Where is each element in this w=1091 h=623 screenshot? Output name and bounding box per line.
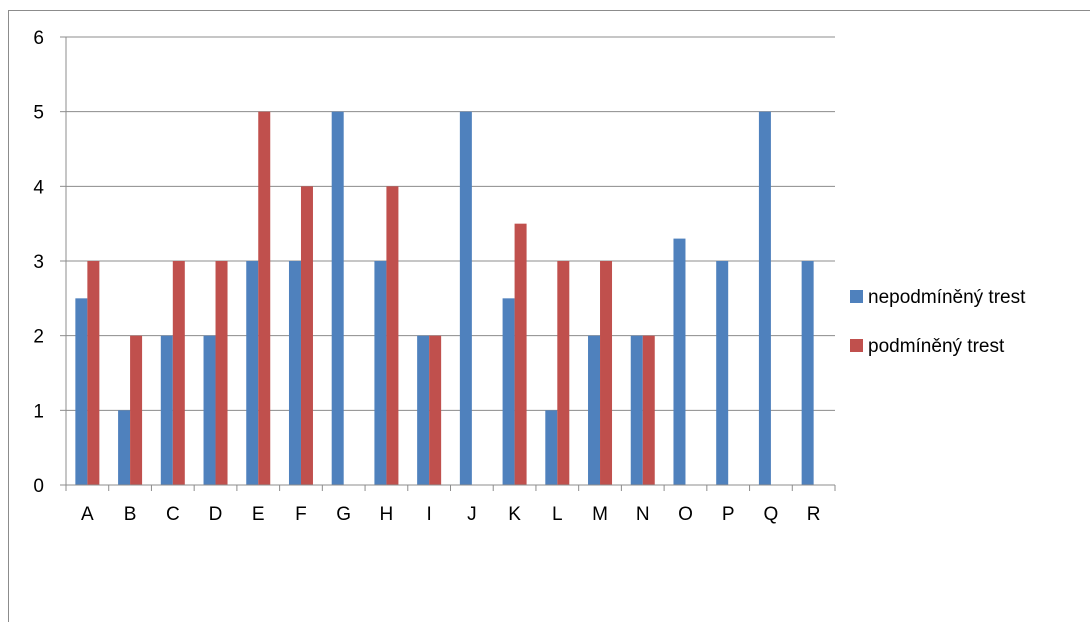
x-axis-ticks: A B C D E F G H I J K L M N O P Q R: [65, 485, 836, 525]
x-tick-label-J: J: [467, 504, 477, 525]
bar-podmineny-M: [600, 261, 613, 485]
bar-podmineny-I: [429, 335, 442, 485]
legend-swatch-nepodmineny: [850, 290, 863, 303]
x-tick-label-G: G: [336, 504, 351, 525]
x-tick-label-R: R: [807, 504, 821, 525]
bar-nepodmineny-C: [160, 335, 173, 485]
bar-nepodmineny-G: [331, 111, 344, 486]
bar-nepodmineny-L: [545, 410, 558, 485]
bar-podmineny-H: [386, 186, 399, 486]
x-tick-label-L: L: [552, 504, 563, 525]
chart-frame: [8, 10, 1090, 622]
bar-nepodmineny-P: [716, 261, 729, 485]
bar-nepodmineny-F: [288, 261, 301, 485]
bar-nepodmineny-Q: [758, 111, 771, 486]
y-axis-ticks: 0 1 2 3 4 5 6: [33, 28, 66, 497]
bar-nepodmineny-N: [630, 335, 643, 485]
bar-nepodmineny-K: [502, 298, 515, 485]
x-tick-label-Q: Q: [764, 504, 779, 525]
legend-label-nepodmineny: nepodmíněný trest: [868, 287, 1026, 308]
bar-podmineny-A: [87, 261, 100, 485]
bar-podmineny-D: [215, 261, 228, 485]
x-tick-label-P: P: [722, 504, 735, 525]
bar-nepodmineny-A: [75, 298, 88, 485]
y-tick-label: 6: [33, 28, 44, 49]
x-tick-label-C: C: [166, 504, 180, 525]
bar-nepodmineny-E: [246, 261, 259, 485]
bar-podmineny-C: [172, 261, 185, 485]
bar-nepodmineny-J: [459, 111, 472, 486]
bar-nepodmineny-O: [673, 238, 686, 485]
bar-nepodmineny-R: [801, 261, 814, 485]
x-tick-label-B: B: [124, 504, 137, 525]
bar-podmineny-B: [130, 335, 143, 485]
y-tick-label: 0: [33, 476, 44, 497]
x-tick-label-K: K: [508, 504, 521, 525]
bars: [75, 111, 814, 486]
y-tick-label: 2: [33, 327, 44, 348]
bar-nepodmineny-H: [374, 261, 387, 485]
bar-podmineny-F: [300, 186, 313, 486]
y-tick-label: 5: [33, 103, 44, 124]
y-tick-label: 1: [33, 401, 44, 422]
x-tick-label-A: A: [81, 504, 94, 525]
bar-podmineny-L: [557, 261, 570, 485]
x-tick-label-M: M: [592, 504, 608, 525]
x-tick-label-D: D: [209, 504, 223, 525]
bar-nepodmineny-I: [417, 335, 430, 485]
legend-label-podmineny: podmíněný trest: [868, 336, 1005, 357]
bar-podmineny-N: [642, 335, 655, 485]
bar-nepodmineny-M: [588, 335, 601, 485]
y-tick-label: 4: [33, 177, 44, 198]
y-tick-label: 3: [33, 252, 44, 273]
x-tick-label-O: O: [678, 504, 693, 525]
bar-podmineny-E: [258, 111, 271, 486]
x-tick-label-N: N: [636, 504, 650, 525]
bar-podmineny-K: [514, 223, 527, 485]
x-tick-label-E: E: [252, 504, 265, 525]
legend: nepodmíněný trest podmíněný trest: [850, 287, 1026, 357]
x-tick-label-H: H: [380, 504, 394, 525]
x-tick-label-F: F: [295, 504, 307, 525]
legend-swatch-podmineny: [850, 339, 863, 352]
bar-nepodmineny-D: [203, 335, 216, 485]
gridlines: [66, 36, 835, 411]
bar-nepodmineny-B: [118, 410, 131, 485]
x-tick-label-I: I: [426, 504, 431, 525]
